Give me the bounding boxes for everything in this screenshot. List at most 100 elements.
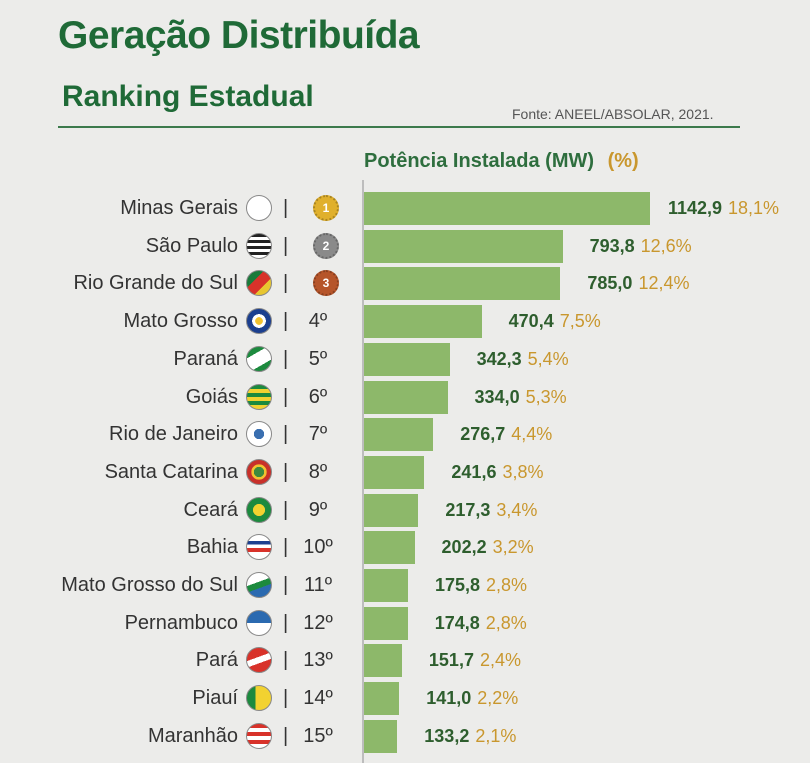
chart-row: Goiás | 6º 334,0 5,3% [0,379,810,417]
separator: | [283,347,289,370]
state-label: Minas Gerais [120,197,238,219]
bar [364,569,408,602]
flag-pi-icon [246,685,272,712]
percent-label: 4,4% [511,424,553,445]
bar [364,305,482,339]
percent-label: 18,1% [728,198,780,218]
chart-row: São Paulo | 2 793,8 12,6% [0,228,810,266]
separator: | [283,724,289,747]
separator: | [283,536,289,559]
value-label: 241,6 [451,461,497,482]
flag-go-icon [246,383,272,410]
medal-icon: 3 [313,270,339,297]
chart-row: Mato Grosso do Sul | 11º 175,8 2,8% [0,567,810,605]
chart-header: Potência Instalada (MW) (%) [364,150,639,173]
chart-row: Rio Grande do Sul | 3 785,0 12,4% [0,265,810,303]
state-label: Santa Catarina [104,460,238,483]
chart-title: Potência Instalada (MW) [364,150,595,172]
chart-row: Rio de Janeiro | 7º 276,7 4,4% [0,416,810,454]
state-label: Mato Grosso do Sul [61,574,238,596]
rank-label: 13º [303,649,333,672]
percent-label: 12,4% [638,273,690,294]
percent-label: 3,4% [496,499,538,520]
rank-label: 14º [303,687,333,710]
chart-row: Ceará | 9º 217,3 3,4% [0,492,810,530]
flag-sc-icon [246,458,272,485]
separator: | [283,498,289,521]
value-label: 217,3 [445,499,491,520]
medal-icon: 2 [313,232,339,259]
state-label: Pernambuco [124,611,238,634]
medal-icon: 1 [313,195,339,221]
percent-label: 5,4% [527,348,569,369]
value-label: 151,7 [428,650,474,671]
flag-mt-icon [246,308,272,335]
state-label: Maranhão [147,724,238,747]
flag-pr-icon [246,345,272,372]
value-label: 1142,9 [667,198,722,218]
state-label: Rio de Janeiro [109,423,238,446]
chart-row: Bahia | 10º 202,2 3,2% [0,529,810,567]
chart-row: Paraná | 5º 342,3 5,4% [0,341,810,379]
rank-label: 6º [308,385,328,408]
chart-row: Santa Catarina | 8º 241,6 3,8% [0,454,810,492]
header-divider [58,126,740,128]
rank-label: 12º [303,611,333,634]
state-label: Mato Grosso [123,310,238,333]
percent-label: 2,1% [475,725,517,746]
state-label: Paraná [173,347,239,370]
percent-label: 2,8% [485,575,528,595]
rank-label: 7º [308,423,328,446]
percent-label: 12,6% [640,235,692,256]
separator: | [283,649,289,672]
percent-header: (%) [607,150,639,172]
state-label: Goiás [185,385,238,408]
rank-label: 4º [308,310,328,333]
flag-ma-icon [246,722,272,749]
chart-row: Maranhão | 15º 133,2 2,1% [0,718,810,756]
value-label: 470,4 [508,311,554,332]
flag-pe-icon [246,609,272,636]
source-note: Fonte: ANEEL/ABSOLAR, 2021. [512,106,714,122]
flag-rs-icon [246,270,272,297]
bar [364,380,448,414]
flag-rj-icon [246,421,272,448]
chart-row: Pará | 13º 151,7 2,4% [0,642,810,680]
value-label: 174,8 [434,612,480,633]
state-label: São Paulo [145,234,238,257]
rank-label: 8º [308,460,328,483]
state-label: Ceará [183,498,238,521]
percent-label: 3,2% [492,537,534,558]
percent-label: 2,2% [477,688,519,709]
bar [364,267,561,301]
percent-label: 5,3% [525,386,567,407]
bar [364,682,400,716]
rank-label: 11º [303,574,333,596]
rank-label: 15º [303,724,333,747]
flag-ms-icon [246,572,272,598]
chart-row: Minas Gerais | 1 1142,9 18,1% [0,190,810,228]
chart-row: Pernambuco | 12º 174,8 2,8% [0,605,810,643]
rank-label: 10º [303,536,333,559]
separator: | [283,611,289,634]
value-label: 785,0 [587,273,633,294]
value-label: 276,7 [460,424,506,445]
value-label: 342,3 [476,348,522,369]
separator: | [283,197,289,219]
state-label: Piauí [192,687,238,710]
bar [364,192,650,225]
percent-label: 7,5% [559,311,601,332]
separator: | [283,234,289,257]
separator: | [283,272,289,295]
separator: | [283,310,289,333]
value-label: 133,2 [424,725,470,746]
page-title: Geração Distribuída [58,14,420,57]
percent-label: 3,8% [502,461,544,482]
bar [364,418,434,452]
separator: | [283,460,289,483]
bar [364,342,450,376]
chart-axis-line [362,180,364,763]
value-label: 202,2 [441,537,487,558]
chart-row: Mato Grosso | 4º 470,4 7,5% [0,303,810,341]
bar [364,493,419,527]
